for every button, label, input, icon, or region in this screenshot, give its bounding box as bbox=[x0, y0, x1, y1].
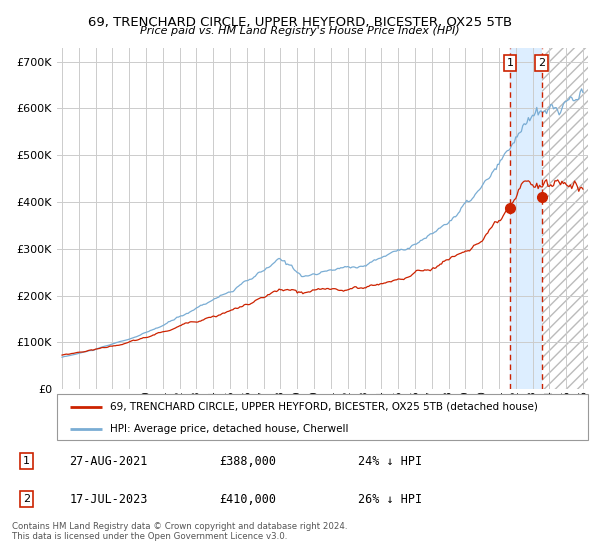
Text: £388,000: £388,000 bbox=[220, 455, 277, 468]
FancyBboxPatch shape bbox=[57, 394, 588, 440]
Text: 69, TRENCHARD CIRCLE, UPPER HEYFORD, BICESTER, OX25 5TB: 69, TRENCHARD CIRCLE, UPPER HEYFORD, BIC… bbox=[88, 16, 512, 29]
Text: 1: 1 bbox=[23, 456, 30, 466]
Text: 26% ↓ HPI: 26% ↓ HPI bbox=[358, 493, 422, 506]
Text: 24% ↓ HPI: 24% ↓ HPI bbox=[358, 455, 422, 468]
Bar bbox=[510, 48, 542, 389]
Text: 2: 2 bbox=[538, 58, 545, 68]
Text: 27-AUG-2021: 27-AUG-2021 bbox=[70, 455, 148, 468]
Text: 1: 1 bbox=[506, 58, 514, 68]
Text: 17-JUL-2023: 17-JUL-2023 bbox=[70, 493, 148, 506]
Text: Price paid vs. HM Land Registry's House Price Index (HPI): Price paid vs. HM Land Registry's House … bbox=[140, 26, 460, 36]
Text: Contains HM Land Registry data © Crown copyright and database right 2024.
This d: Contains HM Land Registry data © Crown c… bbox=[12, 522, 347, 542]
Text: HPI: Average price, detached house, Cherwell: HPI: Average price, detached house, Cher… bbox=[110, 424, 349, 435]
Bar bbox=[542, 48, 588, 389]
Text: £410,000: £410,000 bbox=[220, 493, 277, 506]
Text: 2: 2 bbox=[23, 494, 30, 504]
Text: 69, TRENCHARD CIRCLE, UPPER HEYFORD, BICESTER, OX25 5TB (detached house): 69, TRENCHARD CIRCLE, UPPER HEYFORD, BIC… bbox=[110, 402, 538, 412]
